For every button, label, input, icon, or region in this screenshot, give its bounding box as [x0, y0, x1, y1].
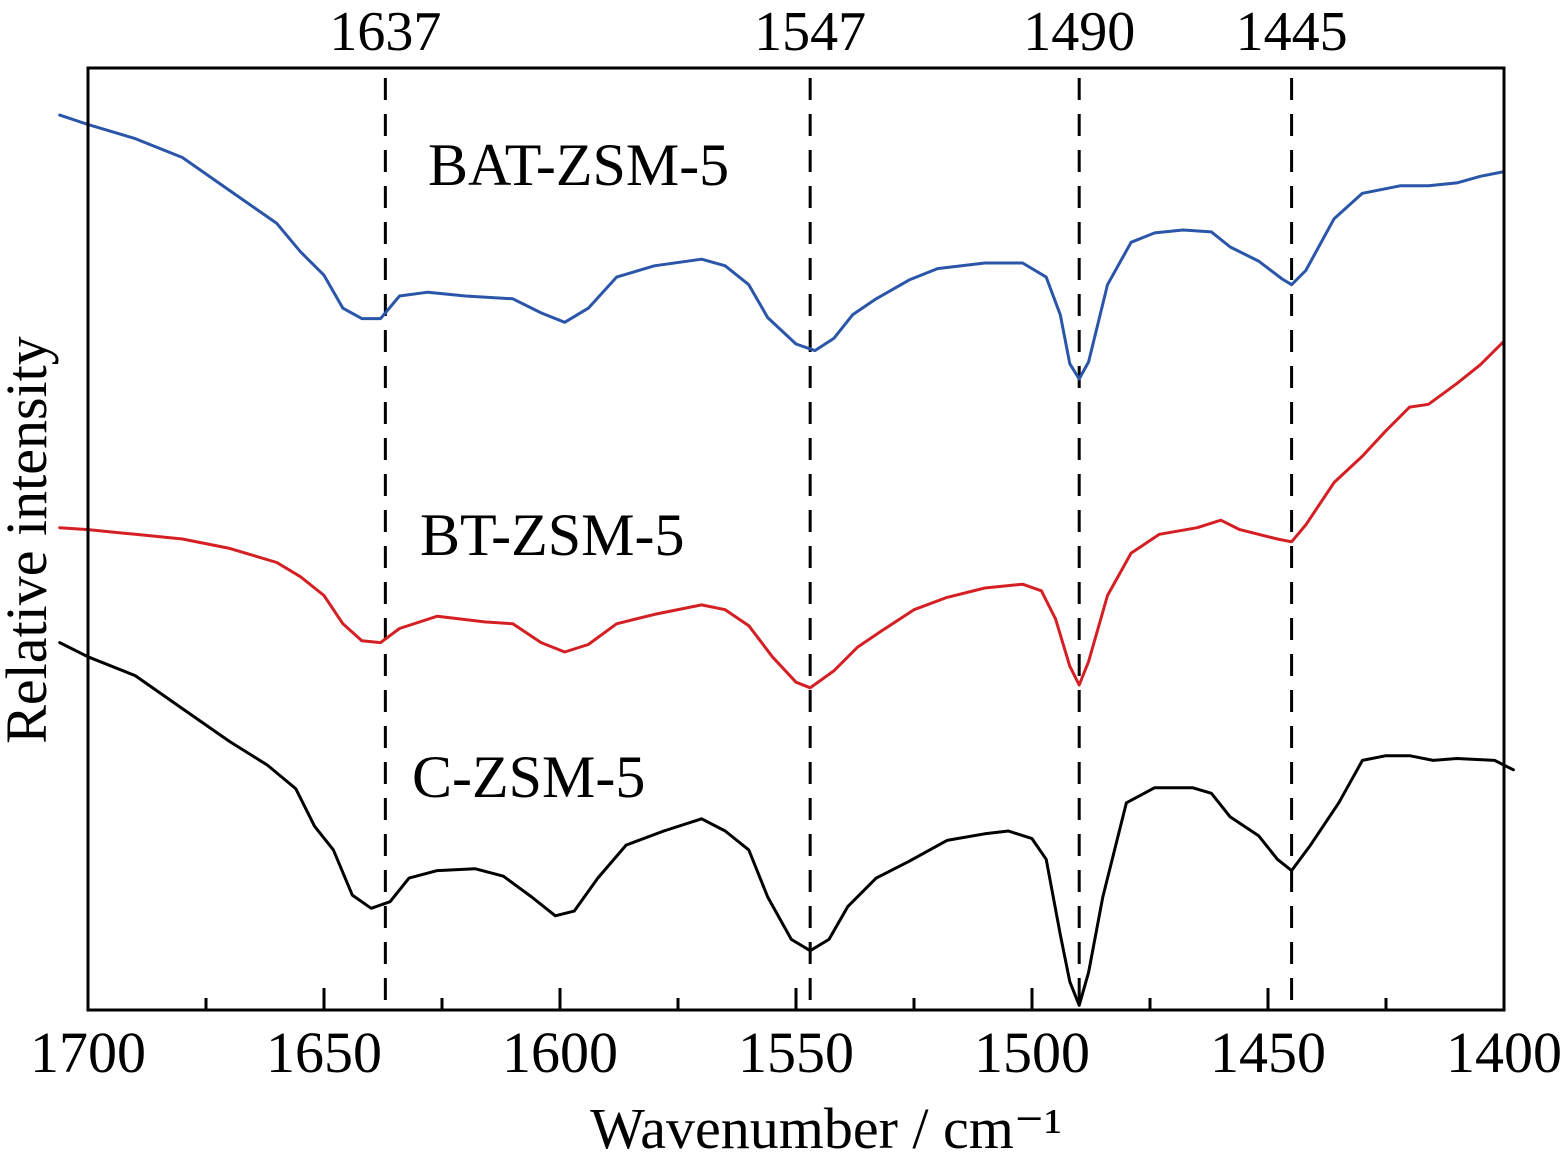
series-line-bt-zsm-5 [58, 339, 1506, 690]
reference-lines [383, 78, 1294, 1010]
x-tick-label: 1400 [1446, 1020, 1562, 1085]
y-axis-title: Relative intensity [0, 336, 59, 744]
x-axis-ticks [86, 988, 1506, 1010]
x-tick-label: 1600 [502, 1020, 618, 1085]
series-label-c-zsm-5: C-ZSM-5 [412, 744, 645, 810]
series-layer [58, 113, 1515, 1007]
x-tick-label: 1650 [266, 1020, 382, 1085]
series-label-bat-zsm-5: BAT-ZSM-5 [428, 132, 729, 198]
peak-labels: 1637 1547 1490 1445 [329, 1, 1347, 63]
x-axis-title: Wavenumber / cm⁻¹ [590, 1096, 1062, 1155]
series-line-bat-zsm-5 [58, 113, 1506, 381]
x-tick-label: 1550 [738, 1020, 854, 1085]
peak-label-1547: 1547 [754, 1, 866, 63]
series-labels: BAT-ZSM-5 BT-ZSM-5 C-ZSM-5 [412, 132, 729, 810]
x-axis-tick-labels: 1700 1650 1600 1550 1500 1450 1400 [30, 1020, 1562, 1085]
series-label-bt-zsm-5: BT-ZSM-5 [420, 502, 685, 568]
peak-label-1445: 1445 [1236, 1, 1348, 63]
x-tick-label: 1450 [1210, 1020, 1326, 1085]
peak-label-1637: 1637 [329, 1, 441, 63]
x-tick-label: 1500 [974, 1020, 1090, 1085]
peak-label-1490: 1490 [1023, 1, 1135, 63]
series-line-c-zsm-5 [58, 641, 1515, 1007]
x-tick-label: 1700 [30, 1020, 146, 1085]
